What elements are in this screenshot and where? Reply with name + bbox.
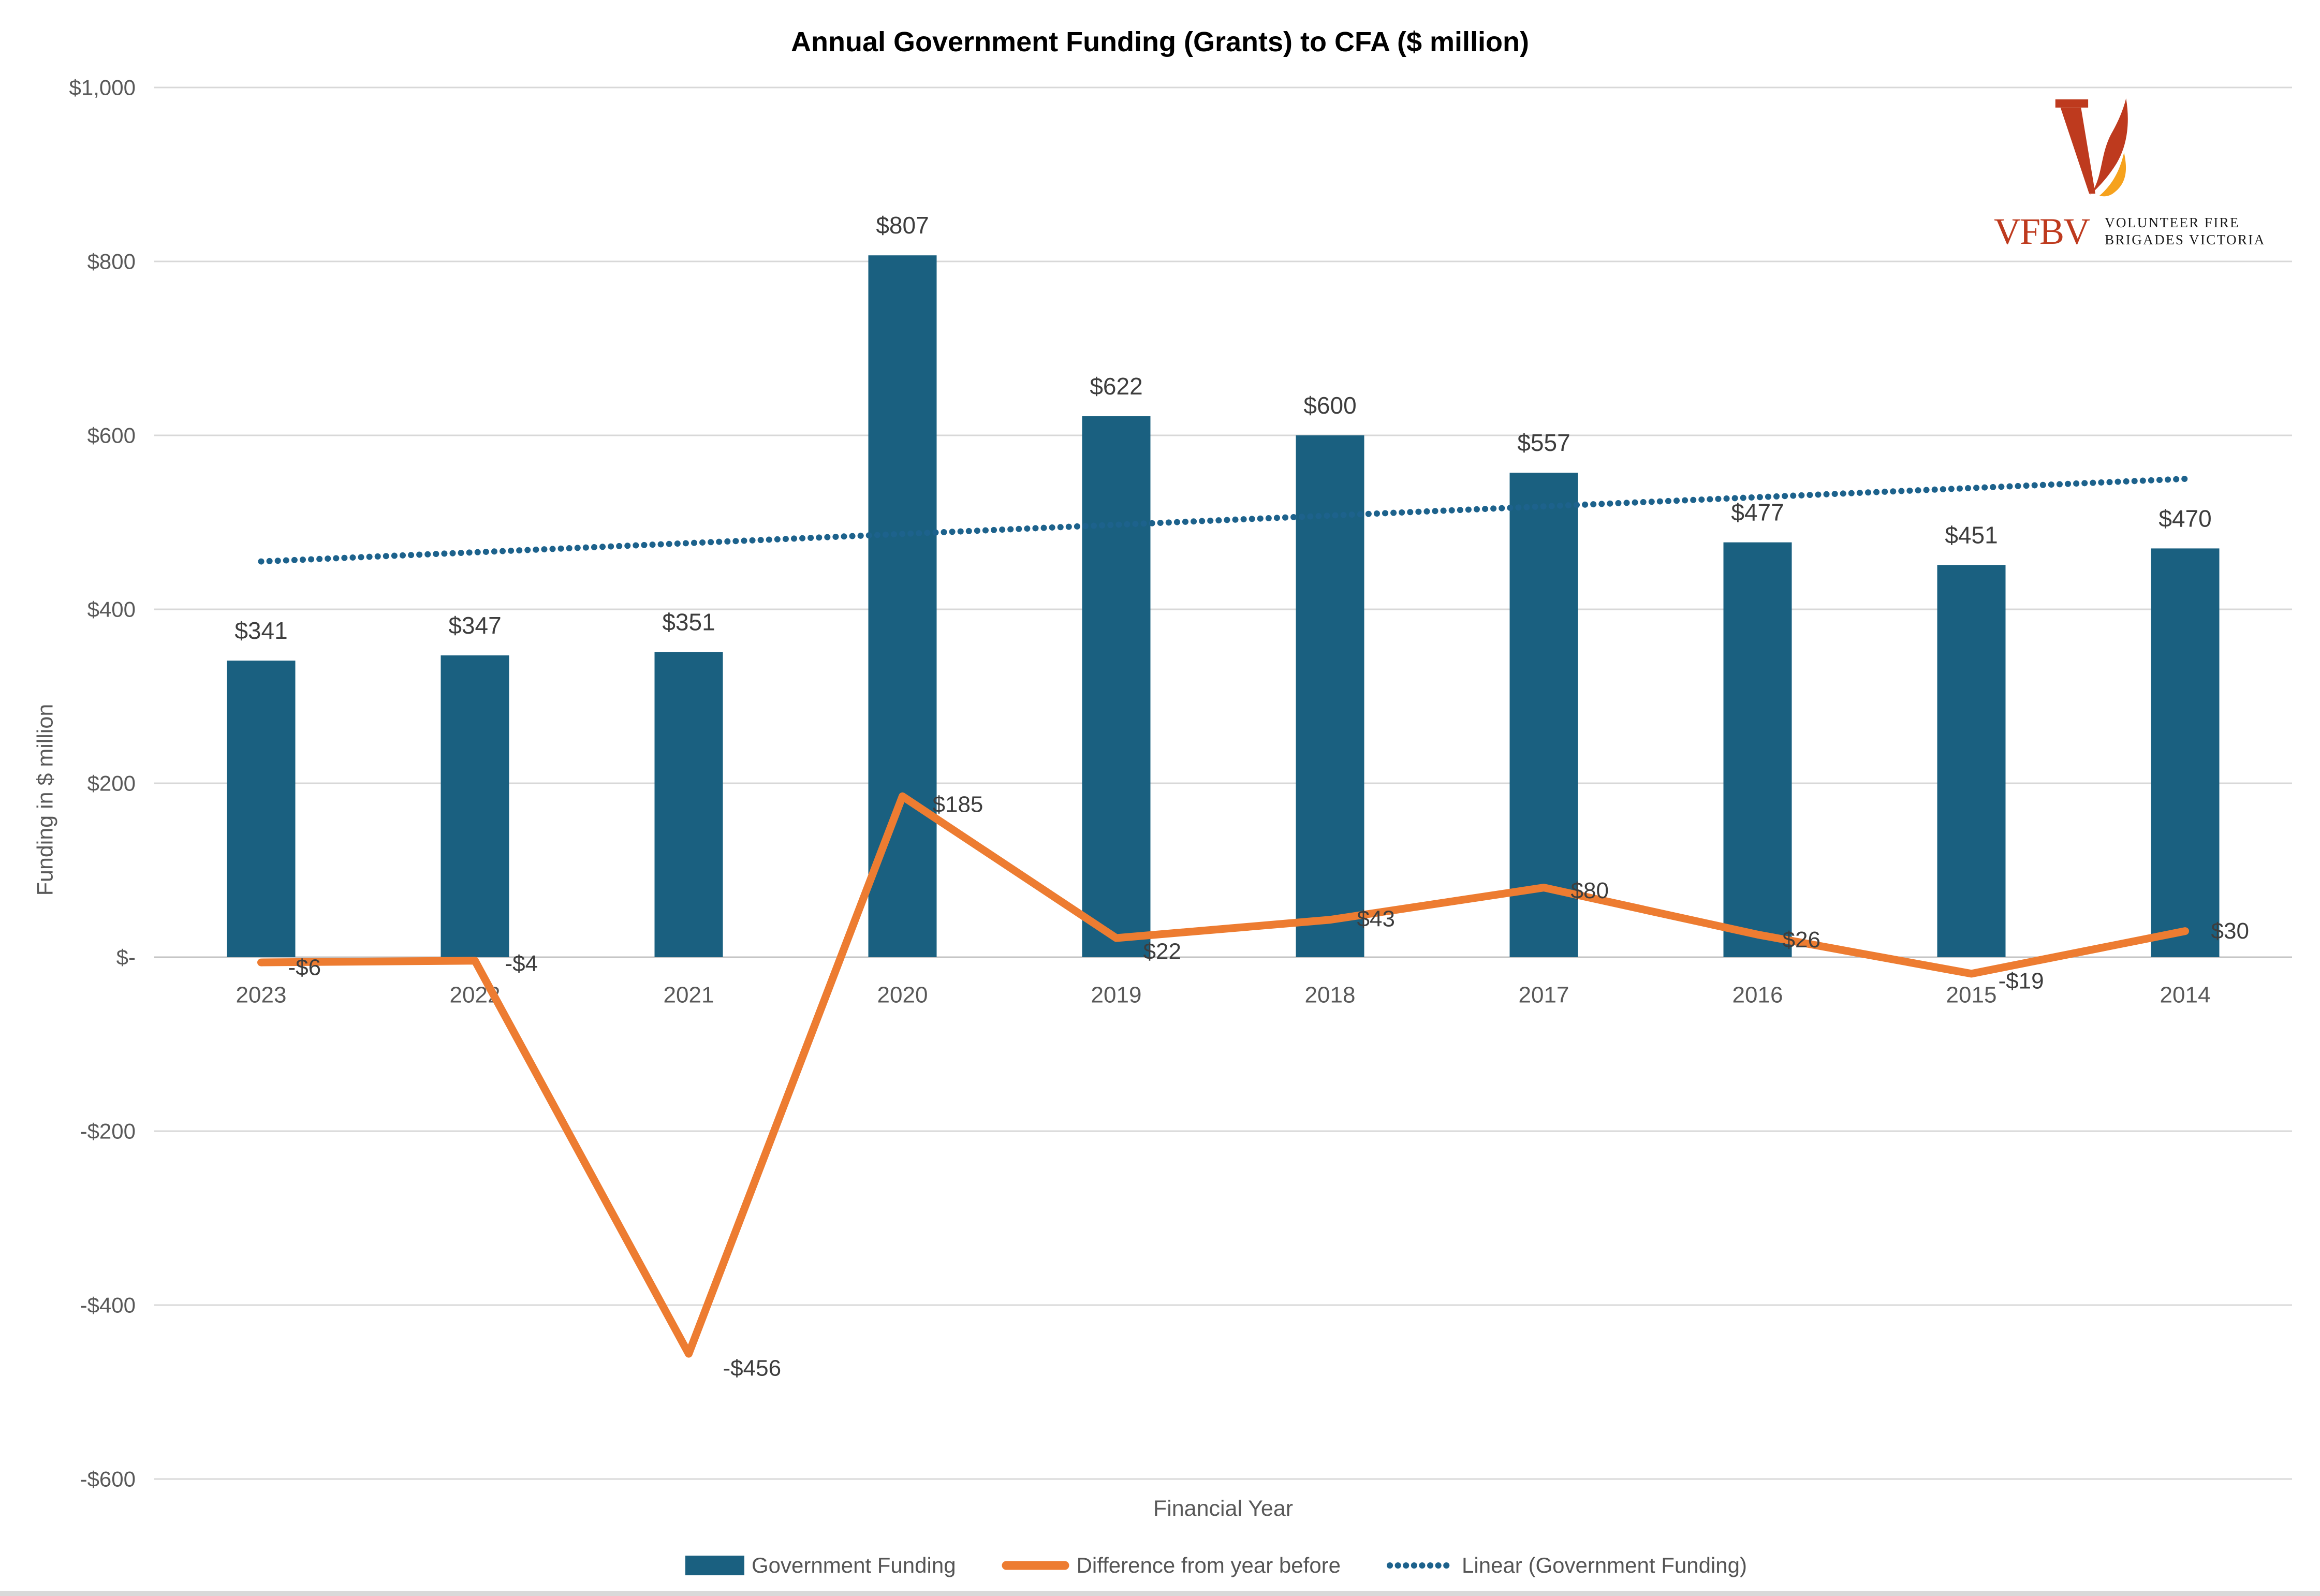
y-tick-label: $400 [87,597,136,622]
funding-bar [1082,416,1151,957]
funding-bar [440,655,509,957]
line-value-label: $30 [2211,918,2249,944]
y-tick-label: $800 [87,250,136,274]
logo-org-name: VOLUNTEER FIRE BRIGADES VICTORIA [2105,214,2266,248]
y-tick-label: -$600 [80,1467,136,1491]
bar-value-label: $477 [1731,499,1784,526]
funding-bar [654,652,723,957]
logo-text-row: VFBV VOLUNTEER FIRE BRIGADES VICTORIA [1994,209,2264,254]
year-label: 2016 [1732,983,1783,1008]
line-swatch-icon [1002,1561,1069,1570]
bottom-border [0,1591,2320,1596]
line-value-label: $80 [1571,878,1609,903]
y-axis-title: Funding in $ million [33,704,58,896]
y-tick-label: -$200 [80,1119,136,1144]
funding-bar [2151,548,2220,957]
legend-label: Linear (Government Funding) [1462,1553,1747,1577]
legend-label: Government Funding [752,1553,956,1577]
bar-value-label: $622 [1090,373,1142,400]
line-value-label: -$6 [288,955,321,980]
year-label: 2019 [1091,983,1142,1008]
funding-bar [1296,435,1364,957]
flame-v-icon [2055,98,2128,197]
legend-label: Difference from year before [1076,1553,1341,1577]
bar-value-label: $341 [234,617,287,644]
logo-abbreviation: VFBV [1994,211,2090,252]
bar-value-label: $351 [662,608,715,635]
dotted-line-swatch-icon [1387,1562,1455,1569]
bar-swatch-icon [685,1556,744,1575]
year-label: 2017 [1519,983,1569,1008]
difference-line [257,792,2189,1358]
bar-value-label: $557 [1517,429,1570,456]
line-value-label: -$19 [1999,968,2044,993]
y-tick-label: $- [116,945,136,970]
line-value-label: $185 [933,792,983,817]
line-value-label: -$4 [505,951,538,976]
y-tick-label: $200 [87,771,136,796]
line-value-label: -$456 [723,1356,782,1381]
line-value-label: $43 [1357,906,1395,931]
year-label: 2014 [2160,983,2211,1008]
logo-org-line-2: BRIGADES VICTORIA [2105,232,2266,247]
year-label: 2018 [1305,983,1356,1008]
chart-legend: Government Funding Difference from year … [685,1553,1747,1578]
vfbv-logo: VFBV VOLUNTEER FIRE BRIGADES VICTORIA [1994,96,2264,254]
year-label: 2021 [664,983,714,1008]
line-value-label: $26 [1783,927,1820,953]
y-tick-label: $600 [87,423,136,448]
bar-value-label: $347 [448,612,501,639]
trendline [258,476,2189,565]
funding-bar [1723,542,1792,957]
bar-value-label: $807 [876,212,929,239]
year-label: 2020 [877,983,928,1008]
legend-item-difference: Difference from year before [1002,1553,1341,1578]
bar-value-label: $470 [2159,505,2211,532]
legend-item-linear-trend: Linear (Government Funding) [1386,1553,1747,1578]
y-tick-label: -$400 [80,1293,136,1317]
funding-bar [868,255,937,957]
year-label: 2015 [1946,983,1997,1008]
x-axis-title: Financial Year [1153,1496,1294,1521]
funding-bar [227,661,296,957]
bar-value-label: $600 [1303,392,1356,419]
year-label: 2023 [236,983,287,1008]
funding-bar [1937,565,2006,957]
bar-value-label: $451 [1945,521,1998,548]
funding-bar [1509,473,1578,957]
chart-title: Annual Government Funding (Grants) to CF… [791,26,1529,57]
logo-org-line-1: VOLUNTEER FIRE [2105,215,2240,230]
line-value-label: $22 [1143,939,1181,964]
legend-item-government-funding: Government Funding [685,1553,956,1578]
y-tick-label: $1,000 [69,76,136,100]
